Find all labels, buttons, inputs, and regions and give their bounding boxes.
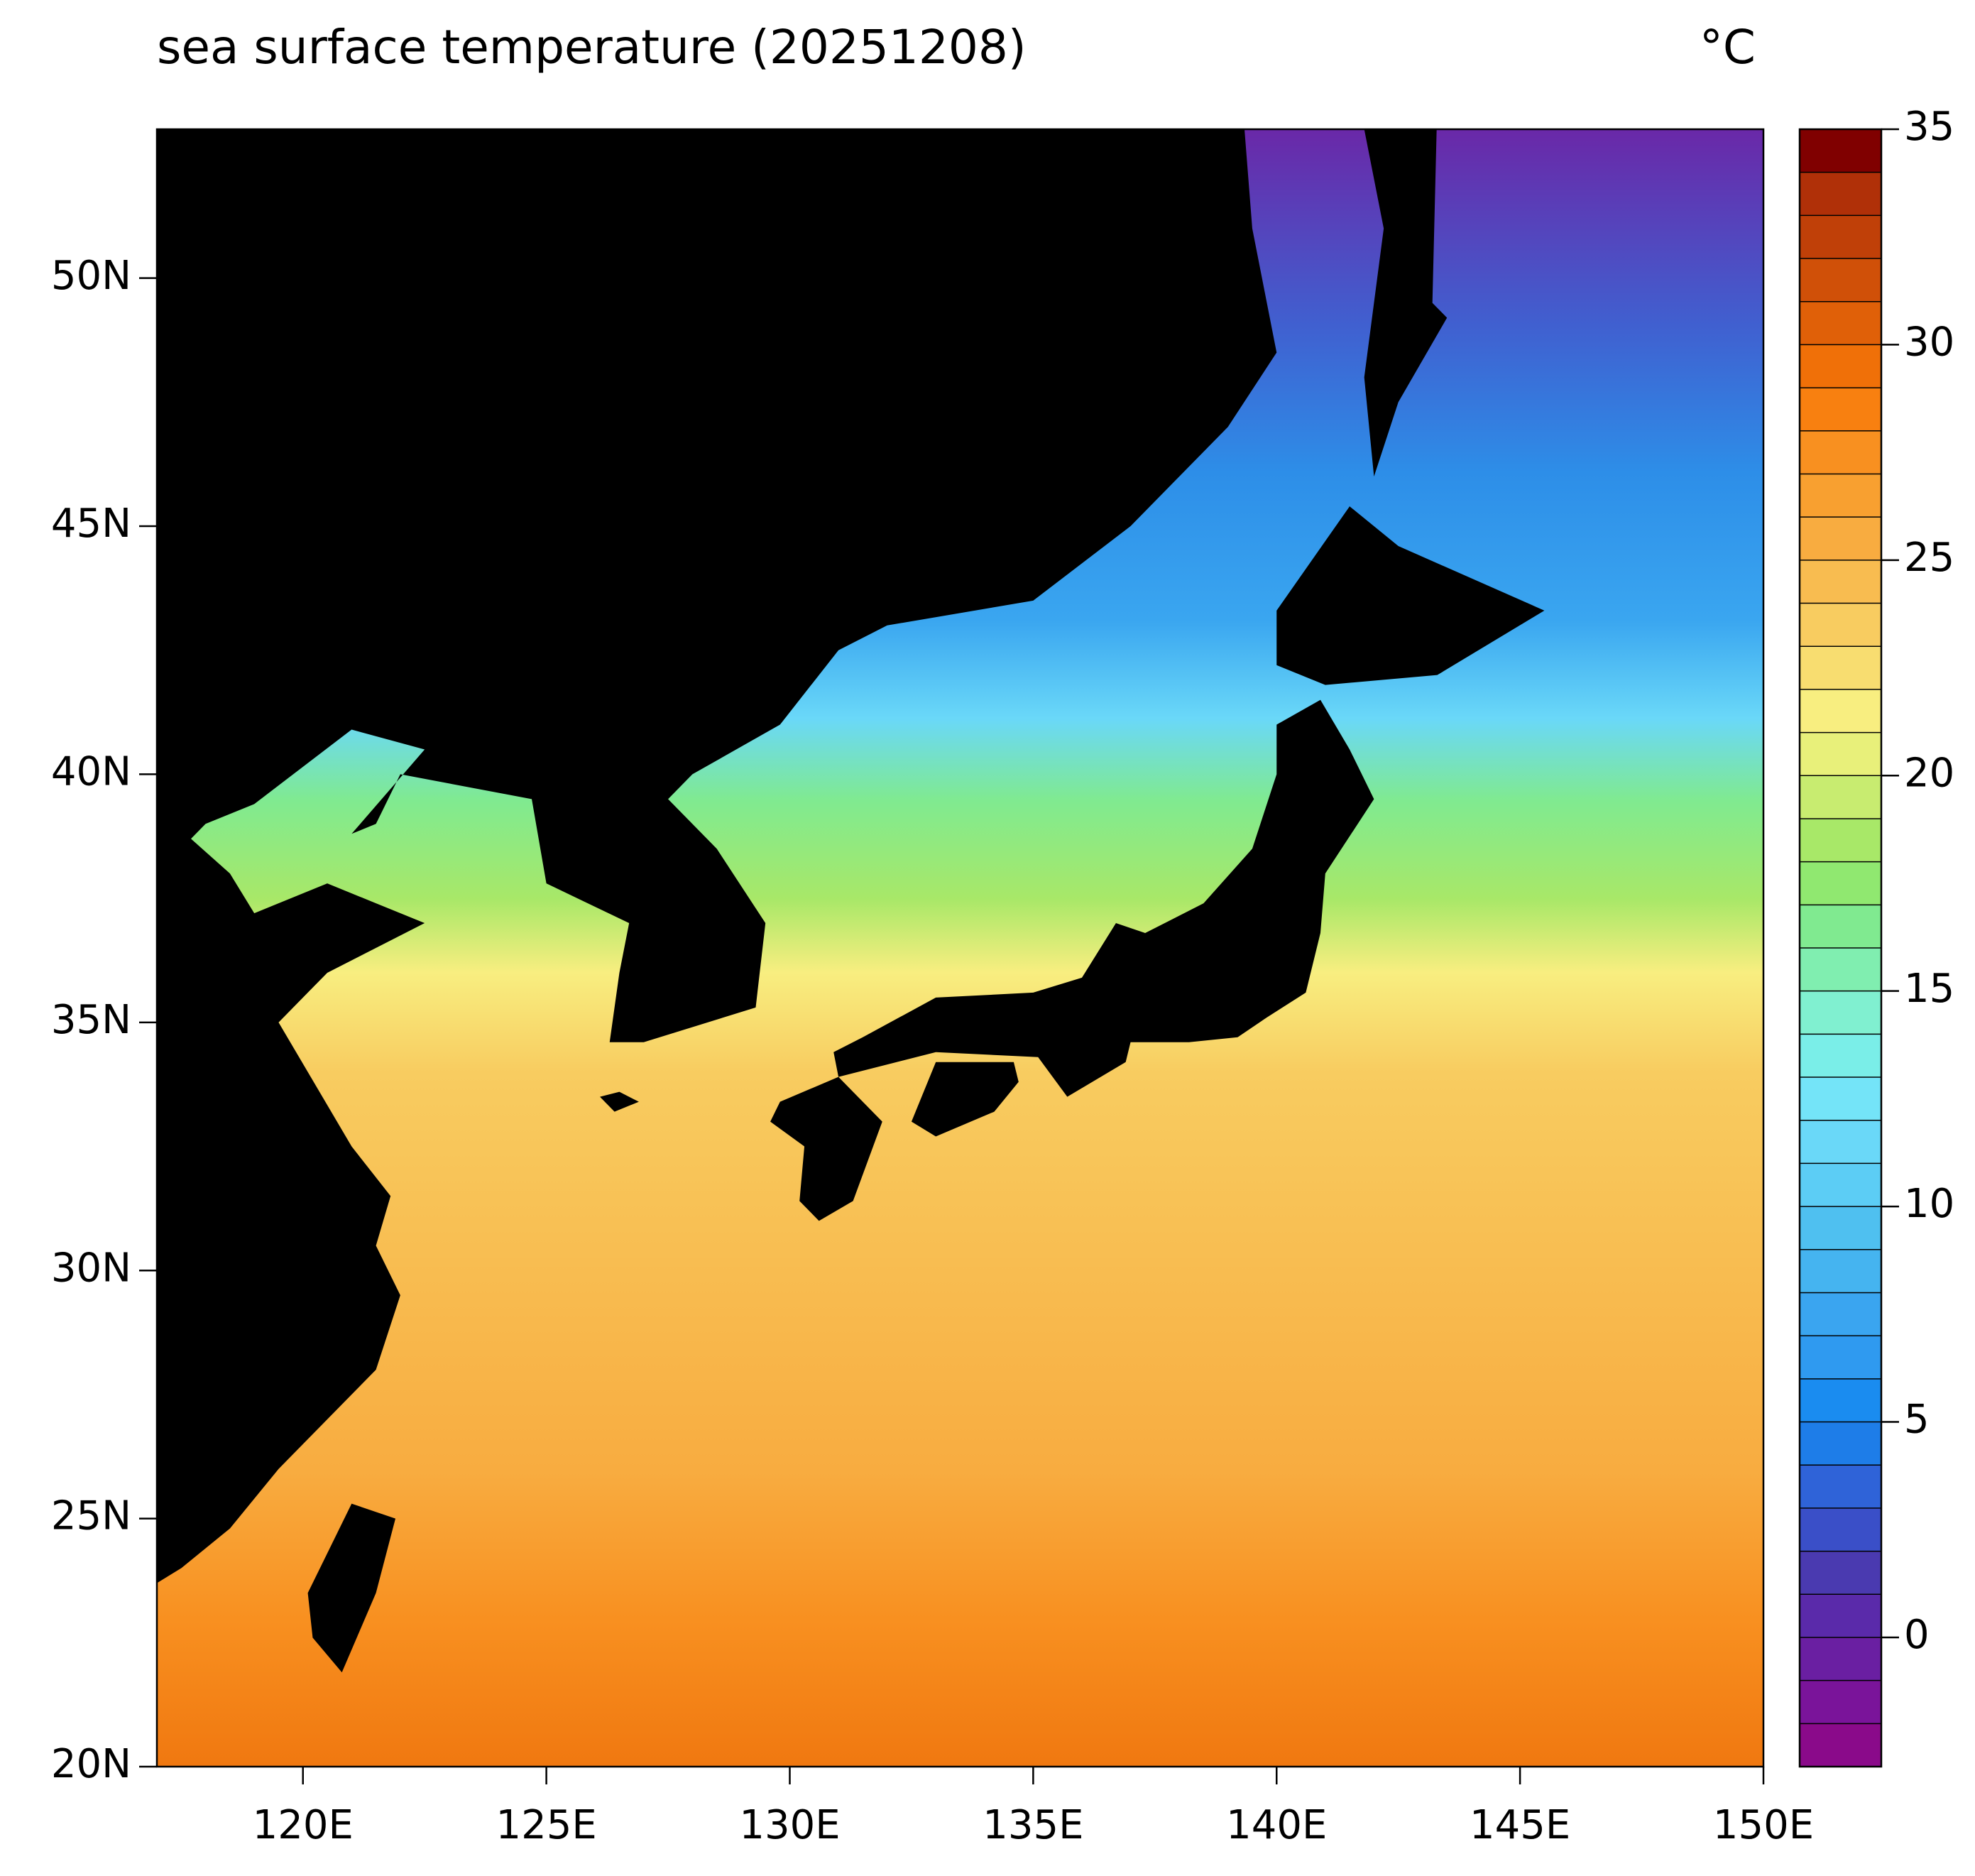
colorbar-band	[1800, 1163, 1881, 1207]
x-tick-label: 125E	[496, 1802, 596, 1848]
x-tick-label: 140E	[1226, 1802, 1327, 1848]
colorbar-band	[1800, 1206, 1881, 1250]
colorbar-band	[1800, 474, 1881, 518]
colorbar-band	[1800, 1378, 1881, 1423]
sst-field	[157, 129, 1763, 1767]
y-tick-label: 20N	[51, 1741, 131, 1787]
colorbar-band	[1800, 646, 1881, 690]
colorbar-band	[1800, 1422, 1881, 1466]
colorbar-band	[1800, 1077, 1881, 1121]
colorbar-band	[1800, 258, 1881, 302]
colorbar-band	[1800, 172, 1881, 216]
colorbar-tick-label: 5	[1904, 1397, 1930, 1443]
colorbar-frame	[1798, 128, 1883, 1768]
land	[911, 1062, 1019, 1137]
colorbar-band	[1800, 1249, 1881, 1293]
colorbar-band	[1800, 991, 1881, 1035]
colorbar-band	[1800, 1723, 1881, 1767]
colorbar-tick-label: 20	[1904, 750, 1954, 796]
colorbar-band	[1800, 388, 1881, 432]
colorbar-band	[1800, 129, 1881, 173]
y-tick-label: 40N	[51, 749, 131, 795]
colorbar-band	[1800, 1680, 1881, 1724]
y-tick-label: 25N	[51, 1493, 131, 1539]
x-tick-label: 135E	[983, 1802, 1083, 1848]
colorbar-band	[1800, 689, 1881, 734]
y-tick-label: 45N	[51, 501, 131, 547]
colorbar-band	[1800, 818, 1881, 863]
land	[1364, 129, 1448, 477]
colorbar-band	[1800, 215, 1881, 259]
colorbar-band	[1800, 1034, 1881, 1078]
colorbar-tick-label: 0	[1904, 1612, 1930, 1658]
x-tick-label: 130E	[739, 1802, 840, 1848]
colorbar-band	[1800, 1551, 1881, 1595]
colorbar-band	[1800, 560, 1881, 604]
colorbar-band	[1800, 301, 1881, 345]
plot-frame	[155, 128, 1765, 1768]
y-tick-label: 50N	[51, 253, 131, 299]
chart-title: sea surface temperature (20251208)	[157, 20, 1027, 75]
land	[833, 699, 1374, 1097]
colorbar-band	[1800, 775, 1881, 819]
colorbar-tick-label: 30	[1904, 320, 1954, 366]
land	[770, 1076, 882, 1221]
colorbar-band	[1800, 1465, 1881, 1509]
colorbar-band	[1800, 1292, 1881, 1336]
x-tick-label: 120E	[253, 1802, 354, 1848]
colorbar-band	[1800, 430, 1881, 474]
land	[157, 129, 1277, 1583]
colorbar-band	[1800, 603, 1881, 647]
y-tick-label: 30N	[51, 1245, 131, 1291]
colorbar-band	[1800, 948, 1881, 992]
colorbar-band	[1800, 344, 1881, 388]
colorbar-band	[1800, 905, 1881, 949]
y-tick-label: 35N	[51, 997, 131, 1043]
colorbar-tick-label: 25	[1904, 535, 1954, 581]
x-tick-label: 150E	[1713, 1802, 1814, 1848]
x-tick-label: 145E	[1470, 1802, 1570, 1848]
land	[600, 1091, 639, 1112]
colorbar-tick-label: 10	[1904, 1181, 1954, 1227]
land	[1276, 506, 1545, 685]
land	[307, 1503, 396, 1673]
colorbar-band	[1800, 517, 1881, 561]
colorbar-band	[1800, 1507, 1881, 1552]
colorbar-band	[1800, 1637, 1881, 1681]
unit-label: °C	[1700, 20, 1756, 75]
colorbar-band	[1800, 861, 1881, 905]
colorbar-tick-label: 35	[1904, 104, 1954, 150]
colorbar-band	[1800, 1120, 1881, 1164]
colorbar-band	[1800, 732, 1881, 776]
colorbar-band	[1800, 1336, 1881, 1380]
colorbar-tick-label: 15	[1904, 966, 1954, 1012]
colorbar-band	[1800, 1594, 1881, 1638]
